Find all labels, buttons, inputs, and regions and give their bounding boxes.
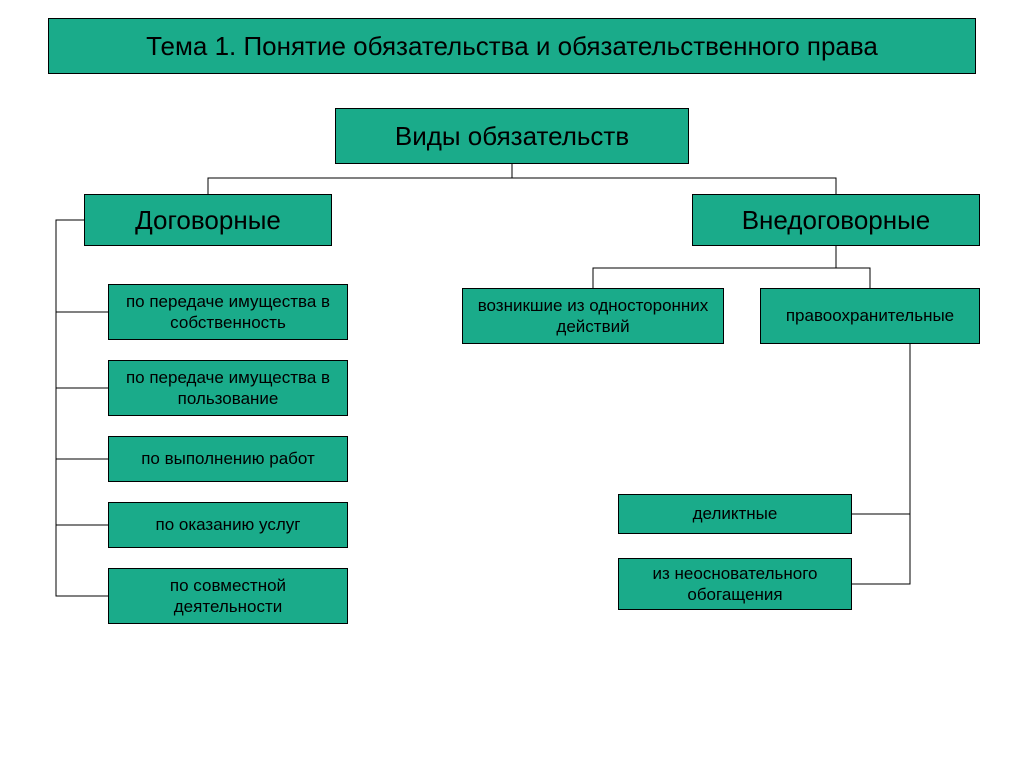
node-contract: Договорные <box>84 194 332 246</box>
node-c1-label: по передаче имущества в собственность <box>117 291 339 334</box>
node-c5: по совместной деятельности <box>108 568 348 624</box>
edge <box>56 246 108 312</box>
edge <box>512 164 836 194</box>
edge <box>593 246 836 288</box>
edge <box>852 344 910 514</box>
edge <box>836 246 870 288</box>
node-c2: по передаче имущества в пользование <box>108 360 348 416</box>
edge <box>208 164 512 194</box>
node-n2b: из неосновательного обогащения <box>618 558 852 610</box>
node-root-label: Виды обязательств <box>395 120 629 153</box>
node-n1: возникшие из односторонних действий <box>462 288 724 344</box>
node-noncontract-label: Внедоговорные <box>742 204 931 237</box>
edge <box>56 246 108 525</box>
node-n2a-label: деликтные <box>693 503 778 524</box>
edge <box>56 246 108 459</box>
node-c1: по передаче имущества в собственность <box>108 284 348 340</box>
edge <box>852 344 910 584</box>
node-c3-label: по выполнению работ <box>141 448 315 469</box>
node-contract-label: Договорные <box>135 204 281 237</box>
node-c4-label: по оказанию услуг <box>156 514 301 535</box>
edge <box>56 220 84 246</box>
node-c4: по оказанию услуг <box>108 502 348 548</box>
node-title-label: Тема 1. Понятие обязательства и обязател… <box>146 30 878 63</box>
node-noncontract: Внедоговорные <box>692 194 980 246</box>
node-n2b-label: из неосновательного обогащения <box>627 563 843 606</box>
node-n2-label: правоохранительные <box>786 305 954 326</box>
node-root: Виды обязательств <box>335 108 689 164</box>
edge <box>56 246 108 596</box>
node-n1-label: возникшие из односторонних действий <box>471 295 715 338</box>
node-n2: правоохранительные <box>760 288 980 344</box>
node-c2-label: по передаче имущества в пользование <box>117 367 339 410</box>
node-c5-label: по совместной деятельности <box>117 575 339 618</box>
edge <box>56 246 108 388</box>
node-c3: по выполнению работ <box>108 436 348 482</box>
node-n2a: деликтные <box>618 494 852 534</box>
node-title: Тема 1. Понятие обязательства и обязател… <box>48 18 976 74</box>
